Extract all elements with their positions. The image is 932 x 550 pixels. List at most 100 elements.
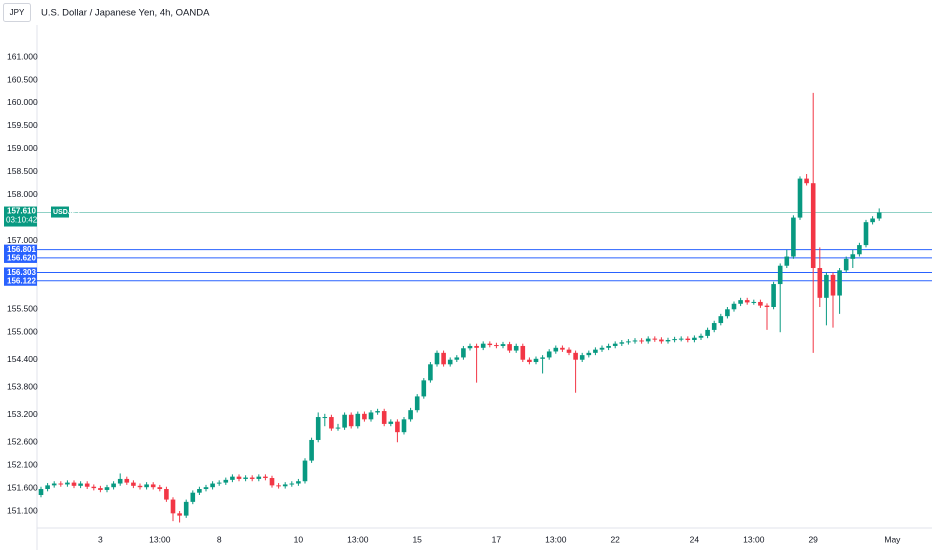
candle-body bbox=[586, 352, 592, 356]
candle-body bbox=[137, 485, 143, 488]
y-tick-label: 158.000 bbox=[7, 189, 38, 199]
candle-body bbox=[131, 482, 136, 486]
candle-body bbox=[375, 411, 380, 413]
candle-body bbox=[104, 487, 110, 490]
candle-body bbox=[111, 483, 116, 488]
candle-body bbox=[45, 485, 50, 490]
candle-body bbox=[593, 349, 598, 353]
y-tick-label: 157.000 bbox=[7, 235, 38, 245]
candle-body bbox=[857, 245, 862, 255]
candle-body bbox=[362, 413, 367, 420]
candle-body bbox=[144, 484, 149, 488]
candle-body bbox=[355, 413, 361, 427]
candle-body bbox=[850, 254, 856, 259]
chart-title: U.S. Dollar / Japanese Yen, 4h, OANDA bbox=[41, 8, 210, 19]
candle-body bbox=[322, 417, 328, 419]
candle-body bbox=[619, 342, 625, 344]
candle-body bbox=[711, 323, 717, 330]
x-tick-label: May bbox=[884, 534, 901, 544]
level-label-box bbox=[4, 244, 37, 255]
candle-body bbox=[546, 351, 552, 358]
candle-body bbox=[698, 335, 704, 338]
candle-body bbox=[507, 344, 512, 351]
candle-body bbox=[830, 274, 836, 296]
level-label: 156.122 bbox=[7, 276, 36, 285]
candle-body bbox=[414, 396, 420, 411]
candle-body bbox=[315, 417, 321, 440]
candle-body bbox=[230, 476, 235, 480]
level-label: 156.303 bbox=[7, 268, 36, 277]
candle-body bbox=[573, 352, 578, 360]
candle-body bbox=[91, 486, 97, 489]
y-tick-label: 153.800 bbox=[7, 381, 38, 391]
candle-body bbox=[758, 301, 763, 306]
candle-body bbox=[210, 483, 215, 488]
y-tick-label: 160.500 bbox=[7, 74, 38, 84]
candle-body bbox=[843, 258, 849, 271]
candle-body bbox=[632, 340, 638, 342]
x-tick-label: 13:00 bbox=[743, 534, 765, 544]
candle-body bbox=[381, 411, 387, 424]
candle-body bbox=[84, 483, 90, 487]
y-tick-label: 155.500 bbox=[7, 304, 38, 314]
symbol-box[interactable] bbox=[3, 3, 31, 22]
candle-body bbox=[560, 347, 565, 350]
candle-body bbox=[685, 338, 691, 341]
level-label-box bbox=[4, 252, 37, 263]
candle-body bbox=[177, 513, 182, 516]
candle-body bbox=[249, 477, 255, 479]
candle-body bbox=[170, 499, 176, 514]
candle-body bbox=[51, 483, 57, 486]
y-tick-label: 153.200 bbox=[7, 409, 38, 419]
level-label-box bbox=[4, 267, 37, 278]
y-tick-label: 152.100 bbox=[7, 459, 38, 469]
candle-body bbox=[791, 217, 796, 257]
candle-body bbox=[665, 340, 671, 342]
candle-body bbox=[870, 218, 875, 223]
candle-body bbox=[263, 476, 268, 479]
candle-body bbox=[78, 483, 83, 486]
y-tick-label: 155.000 bbox=[7, 326, 38, 336]
candle-body bbox=[678, 338, 684, 340]
candle-body bbox=[731, 303, 737, 310]
candle-body bbox=[296, 481, 301, 484]
candle-body bbox=[474, 345, 479, 348]
candle-body bbox=[738, 300, 743, 304]
last-price-box bbox=[4, 206, 37, 227]
candle-body bbox=[824, 274, 829, 298]
candle-body bbox=[58, 483, 64, 485]
candle-body bbox=[236, 476, 242, 479]
candle-body bbox=[454, 357, 460, 360]
candle-body bbox=[282, 484, 288, 487]
candle-body bbox=[659, 339, 664, 342]
level-label-box bbox=[4, 275, 37, 286]
candle-body bbox=[150, 484, 156, 488]
candle-body bbox=[797, 178, 803, 218]
candle-body bbox=[243, 477, 248, 479]
candle-body bbox=[124, 478, 130, 483]
y-tick-label: 152.600 bbox=[7, 437, 38, 447]
candle-body bbox=[388, 421, 394, 424]
x-tick-label: 8 bbox=[217, 534, 222, 544]
candle-body bbox=[395, 421, 400, 433]
candle-body bbox=[467, 345, 473, 349]
candle-body bbox=[810, 183, 816, 269]
candle-body bbox=[527, 359, 532, 363]
candle-body bbox=[606, 345, 611, 348]
candle-body bbox=[771, 284, 776, 307]
candle-body bbox=[863, 222, 869, 246]
candle-body bbox=[612, 343, 618, 346]
candle-body bbox=[520, 345, 526, 360]
candle-body bbox=[447, 359, 453, 365]
candle-body bbox=[784, 256, 790, 266]
candle-body bbox=[639, 340, 644, 342]
candle-body bbox=[309, 439, 314, 461]
candle-body bbox=[421, 380, 427, 397]
candle-body bbox=[269, 478, 275, 486]
candle-body bbox=[401, 419, 407, 433]
candle-body bbox=[553, 347, 559, 352]
candle-body bbox=[335, 427, 341, 429]
candle-body bbox=[725, 309, 730, 317]
candle-body bbox=[764, 305, 770, 307]
